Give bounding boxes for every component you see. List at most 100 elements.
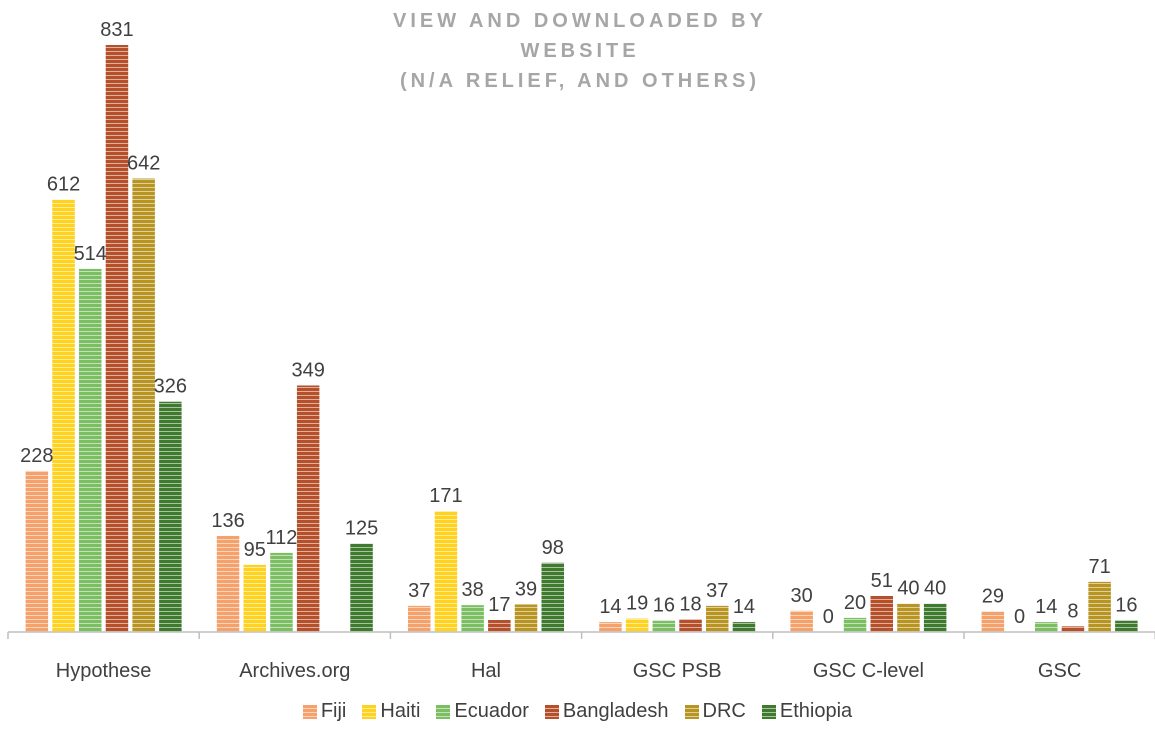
data-label: 112: [266, 527, 298, 549]
bar-bangladesh: [105, 45, 129, 632]
data-label: 14: [1035, 596, 1057, 618]
legend-item-fiji: Fiji: [302, 700, 347, 723]
bar-haiti: [625, 618, 649, 632]
bar-drc: [706, 605, 729, 632]
bar-drc: [1088, 581, 1111, 632]
legend-swatch: [362, 704, 377, 719]
data-label: 40: [897, 578, 919, 600]
bar-drc: [132, 178, 155, 632]
bar-bangladesh: [1061, 626, 1085, 632]
data-label: 8: [1067, 600, 1078, 622]
legend-label: Ecuador: [454, 700, 529, 722]
category-labels: Hypothese Archives.org Hal GSC PSB GSC C-lev…: [56, 660, 1081, 682]
x-axis-ticks: [7, 632, 1155, 639]
legend-swatch: [761, 704, 776, 719]
bar-ecuador: [843, 617, 867, 632]
data-label: 39: [515, 578, 537, 600]
legend-label: Bangladesh: [562, 700, 669, 722]
legend-label: DRC: [702, 700, 746, 722]
category-label: GSC C-level: [813, 660, 924, 682]
bar-ecuador: [1035, 622, 1058, 632]
legend-swatch: [544, 704, 559, 719]
bar-ecuador: [270, 552, 293, 632]
bar-drc: [897, 603, 920, 632]
bar-ethiopia: [1115, 620, 1138, 632]
bar-haiti: [52, 199, 75, 632]
bar-ethiopia: [350, 543, 373, 632]
data-label: 171: [429, 485, 462, 507]
data-label: 16: [1115, 595, 1137, 617]
data-label: 37: [408, 580, 430, 602]
legend: Fiji Haiti Ecuador Bangladesh DRC Ethiopia: [0, 700, 1155, 723]
bar-bangladesh: [870, 595, 893, 632]
bar-fiji: [790, 610, 813, 632]
bar-fiji: [216, 535, 240, 632]
bar-bangladesh: [488, 619, 511, 632]
data-label: 98: [542, 537, 564, 559]
data-label: 30: [791, 585, 813, 607]
data-label: 95: [244, 539, 266, 561]
legend-item-bangladesh: Bangladesh: [544, 700, 669, 723]
bar-ecuador: [79, 268, 102, 632]
category-label: GSC: [1038, 660, 1081, 682]
data-label: 125: [345, 518, 378, 540]
data-label: 612: [47, 174, 80, 196]
legend-swatch: [684, 704, 699, 719]
bar-bangladesh: [296, 385, 320, 632]
data-label: 19: [626, 593, 648, 615]
legend-item-haiti: Haiti: [362, 700, 420, 723]
bar-fiji: [981, 611, 1005, 632]
category-label: Hal: [471, 660, 501, 682]
bar-fiji: [25, 470, 49, 632]
legend-swatch: [302, 704, 317, 719]
data-label: 136: [211, 510, 244, 532]
data-label: 37: [706, 580, 728, 602]
bar-ecuador: [461, 605, 484, 632]
category-label: Archives.org: [239, 660, 350, 682]
bar-haiti: [243, 564, 266, 632]
data-label: 51: [871, 570, 893, 592]
data-label: 228: [20, 445, 53, 467]
legend-swatch: [436, 704, 451, 719]
bar-bangladesh: [679, 619, 702, 632]
data-label: 18: [679, 593, 701, 615]
legend-label: Fiji: [320, 700, 347, 722]
data-label: 16: [653, 595, 675, 617]
chart-title-line-2: (N/A RELIEF, AND OTHERS): [399, 70, 761, 92]
data-label: 29: [982, 586, 1004, 608]
bar-haiti: [434, 511, 458, 632]
data-label: 14: [599, 596, 621, 618]
bar-ethiopia: [923, 603, 947, 632]
data-label: 0: [823, 606, 834, 628]
category-label: GSC PSB: [633, 660, 722, 682]
data-label: 17: [488, 594, 510, 616]
bar-fiji: [599, 622, 622, 632]
bar-ecuador: [652, 620, 676, 632]
legend-label: Haiti: [380, 700, 421, 722]
data-label: 71: [1089, 556, 1111, 578]
chart-title-line-1: VIEW AND DOWNLOADED BY WEBSITE: [393, 10, 767, 62]
value-labels-layer: 2286125148316423261369511234912537171381…: [20, 19, 1137, 628]
legend-item-ethiopia: Ethiopia: [761, 700, 853, 723]
data-label: 38: [462, 579, 484, 601]
bar-drc: [514, 604, 538, 632]
bar-ethiopia: [732, 622, 756, 632]
bar-ethiopia: [541, 562, 564, 632]
data-label: 14: [733, 596, 755, 618]
bar-fiji: [408, 605, 431, 632]
data-label: 20: [844, 592, 866, 614]
legend-label: Ethiopia: [779, 700, 853, 722]
legend-item-ecuador: Ecuador: [436, 700, 529, 723]
data-label: 514: [74, 243, 107, 265]
bar-ethiopia: [159, 401, 182, 632]
bars-layer: [25, 45, 1138, 632]
data-label: 326: [154, 376, 187, 398]
category-label: Hypothese: [56, 660, 152, 682]
chart-title: VIEW AND DOWNLOADED BY WEBSITE (N/A RELI…: [0, 6, 1155, 96]
data-label: 831: [100, 19, 133, 41]
data-label: 40: [924, 578, 946, 600]
data-label: 349: [291, 359, 324, 381]
data-label: 0: [1014, 606, 1025, 628]
data-label: 642: [127, 153, 160, 175]
